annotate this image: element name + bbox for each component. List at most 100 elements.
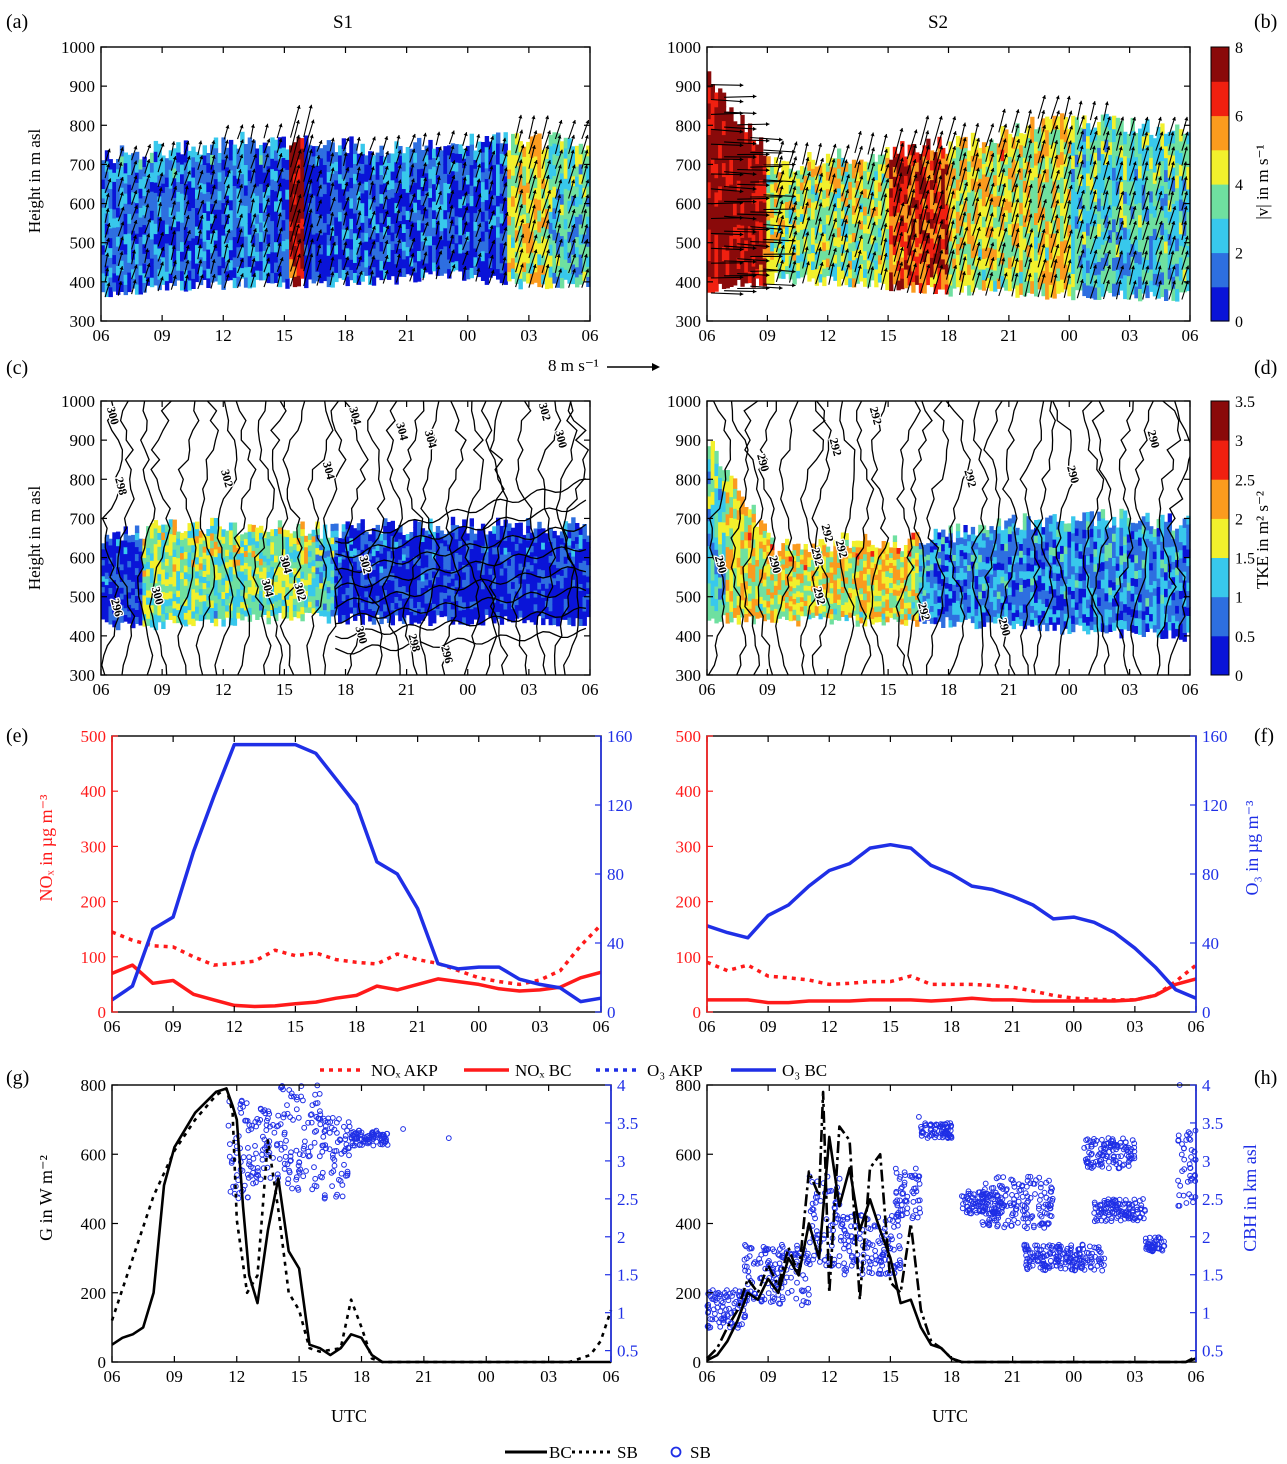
heatmap-cell <box>326 234 332 246</box>
heatmap-cell <box>537 275 542 288</box>
heatmap-cell <box>210 272 215 283</box>
heatmap-cell <box>413 232 418 243</box>
heatmap-cell <box>296 201 301 213</box>
wind-vector <box>515 233 524 258</box>
heatmap-cell <box>733 191 738 204</box>
heatmap-cell <box>142 243 147 254</box>
heatmap-cell <box>959 181 964 194</box>
heatmap-cell <box>420 186 426 197</box>
heatmap-cell <box>315 251 320 263</box>
heatmap-cell <box>236 217 241 228</box>
heatmap-cell <box>259 164 264 175</box>
heatmap-cell <box>770 242 775 252</box>
wind-vector-head <box>792 186 797 191</box>
heatmap-cell <box>729 120 734 134</box>
heatmap-cell <box>552 186 557 198</box>
heatmap-cell <box>349 146 354 158</box>
heatmap-cell <box>1100 192 1106 206</box>
heatmap-cell <box>863 232 868 243</box>
heatmap-cell <box>874 197 879 207</box>
heatmap-cell <box>918 173 924 185</box>
heatmap-cell <box>435 156 441 166</box>
wind-vector-head <box>226 214 231 219</box>
heatmap-cell <box>172 148 177 159</box>
heatmap-cell <box>1030 192 1035 206</box>
heatmap-cell <box>563 218 569 230</box>
wind-vector-head <box>464 206 469 211</box>
wind-vector-head <box>765 244 770 249</box>
heatmap-cell <box>428 206 433 217</box>
heatmap-cell <box>243 225 249 237</box>
heatmap-cell <box>1104 265 1109 279</box>
heatmap-cell <box>1097 248 1102 262</box>
heatmap-cell <box>903 231 909 242</box>
heatmap-cell <box>751 276 756 288</box>
heatmap-cell <box>116 197 121 208</box>
heatmap-cell <box>807 161 812 171</box>
wind-vector-head <box>424 222 429 226</box>
heatmap-cell <box>270 179 275 190</box>
heatmap-cell <box>915 152 920 163</box>
heatmap-cell <box>285 189 290 200</box>
wind-vector-head <box>780 140 785 145</box>
wind-vector-head <box>870 132 875 137</box>
heatmap-cell <box>799 261 805 270</box>
wind-vector <box>893 187 902 218</box>
heatmap-cell <box>262 181 268 193</box>
heatmap-cell <box>247 148 253 160</box>
heatmap-cell <box>552 261 557 273</box>
heatmap-cell <box>1004 209 1009 222</box>
heatmap-cell <box>896 182 901 194</box>
heatmap-cell <box>473 221 478 231</box>
heatmap-cell <box>729 132 734 147</box>
heatmap-cell <box>866 224 872 234</box>
heatmap-cell <box>825 231 831 242</box>
wind-vector <box>932 130 944 161</box>
heatmap-cell <box>134 253 140 265</box>
wind-vector <box>945 205 955 236</box>
heatmap-cell <box>582 233 587 244</box>
heatmap-cell <box>375 205 380 216</box>
heatmap-cell <box>221 180 226 193</box>
heatmap-cell <box>575 206 580 217</box>
heatmap-cell <box>138 207 143 218</box>
heatmap-cell <box>829 250 834 260</box>
wind-vector-head <box>424 147 429 152</box>
wind-vector-head <box>158 202 163 206</box>
heatmap-cell <box>948 240 953 253</box>
heatmap-cell <box>840 269 846 280</box>
heatmap-cell <box>221 159 226 171</box>
wind-vector <box>893 172 902 203</box>
heatmap-cell <box>744 196 749 209</box>
wind-vector-head <box>583 209 588 214</box>
heatmap-cell <box>368 160 373 171</box>
heatmap-cell <box>492 144 497 156</box>
wind-vector-head <box>277 272 282 277</box>
wind-vector <box>959 226 969 251</box>
heatmap-cell <box>1138 251 1143 265</box>
heatmap-cell <box>978 188 983 199</box>
wind-vector-head <box>296 253 301 258</box>
heatmap-cell <box>1063 129 1068 143</box>
heatmap-cell <box>326 255 332 267</box>
heatmap-cell <box>232 277 238 289</box>
heatmap-cell <box>970 132 976 145</box>
heatmap-cell <box>1182 167 1187 180</box>
wind-vector <box>959 196 968 221</box>
heatmap-cell <box>360 183 365 194</box>
heatmap-cell <box>1045 273 1050 287</box>
heatmap-cell <box>292 255 298 267</box>
heatmap-cell <box>1074 240 1080 254</box>
heatmap-cell <box>751 140 756 152</box>
heatmap-cell <box>153 161 159 173</box>
heatmap-cell <box>176 201 181 212</box>
heatmap-cell <box>1030 129 1035 143</box>
heatmap-cell <box>575 266 580 278</box>
heatmap-cell <box>710 203 715 219</box>
heatmap-cell <box>825 214 831 224</box>
heatmap-cell <box>236 256 241 267</box>
heatmap-cell <box>198 266 204 276</box>
heatmap-cell <box>1041 143 1046 157</box>
heatmap-cell <box>424 172 429 183</box>
heatmap-cell <box>195 161 200 172</box>
